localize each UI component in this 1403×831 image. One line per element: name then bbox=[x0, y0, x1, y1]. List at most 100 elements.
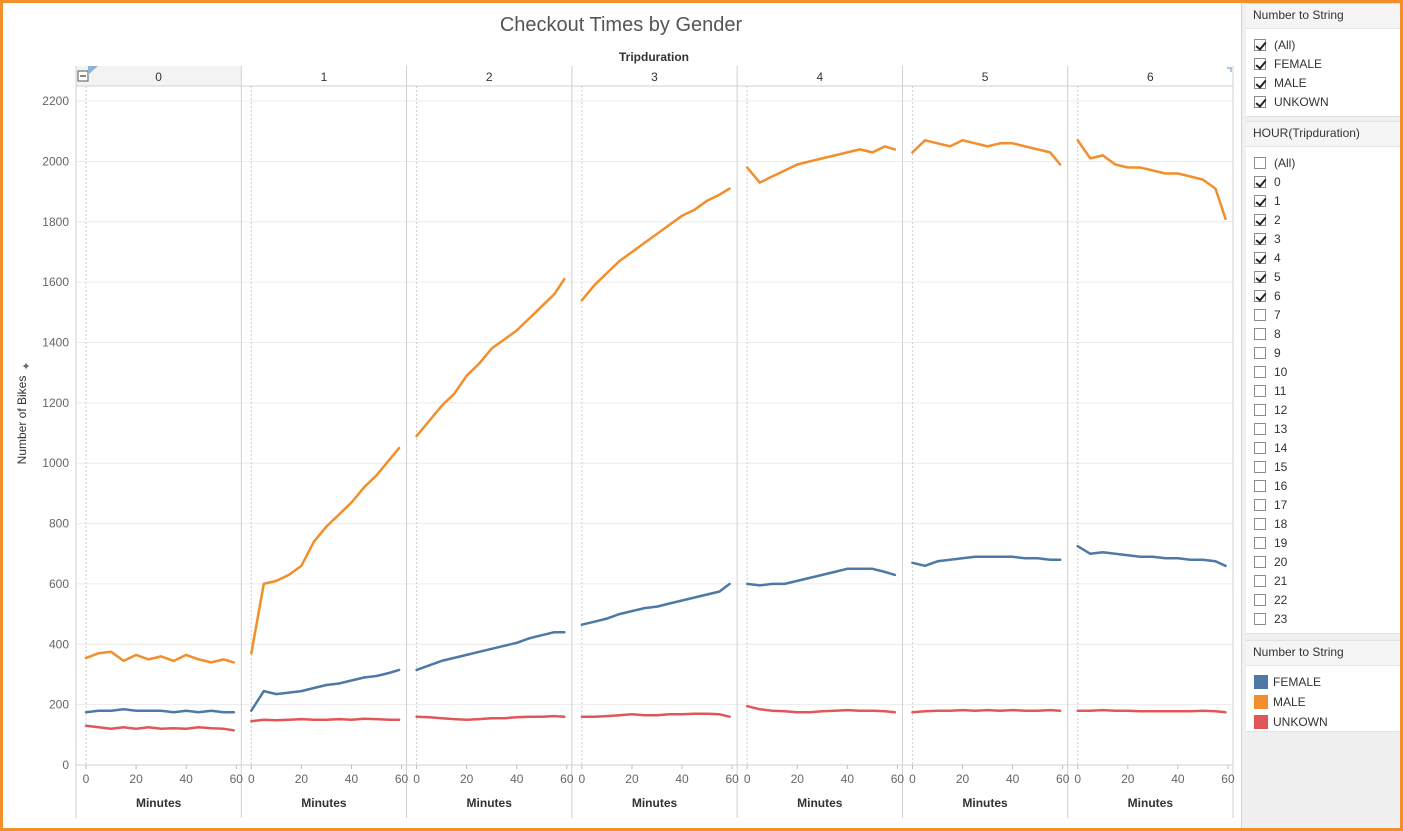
hour-option-6[interactable]: 6 bbox=[1246, 286, 1401, 305]
hour-option-7[interactable]: 7 bbox=[1246, 305, 1401, 324]
hour-option-20[interactable]: 20 bbox=[1246, 552, 1401, 571]
color-legend: Number to String FEMALE MALE UNKOWN bbox=[1246, 640, 1401, 732]
x-tick-label: 40 bbox=[510, 772, 524, 786]
hour-option-21[interactable]: 21 bbox=[1246, 571, 1401, 590]
hour-option-10[interactable]: 10 bbox=[1246, 362, 1401, 381]
checkbox[interactable] bbox=[1254, 95, 1266, 108]
hour-option-19[interactable]: 19 bbox=[1246, 533, 1401, 552]
gender-option-all[interactable]: (All) bbox=[1246, 35, 1401, 54]
option-label: 0 bbox=[1274, 174, 1281, 189]
option-label: 4 bbox=[1274, 250, 1281, 265]
checkbox[interactable] bbox=[1254, 593, 1266, 606]
hour-option-1[interactable]: 1 bbox=[1246, 191, 1401, 210]
checkbox[interactable] bbox=[1254, 213, 1266, 226]
x-tick-label: 20 bbox=[625, 772, 639, 786]
option-label: 6 bbox=[1274, 288, 1281, 303]
hour-option-18[interactable]: 18 bbox=[1246, 514, 1401, 533]
legend-item-unkown[interactable]: UNKOWN bbox=[1246, 712, 1401, 732]
checkbox[interactable] bbox=[1254, 555, 1266, 568]
checkbox[interactable] bbox=[1254, 76, 1266, 89]
checkbox[interactable] bbox=[1254, 270, 1266, 283]
checkbox[interactable] bbox=[1254, 327, 1266, 340]
checkbox[interactable] bbox=[1254, 57, 1266, 70]
series-line-female-panel-4 bbox=[745, 567, 897, 587]
checkbox[interactable] bbox=[1254, 612, 1266, 625]
x-tick-label: 40 bbox=[1006, 772, 1020, 786]
hour-option-23[interactable]: 23 bbox=[1246, 609, 1401, 628]
x-tick-label: 40 bbox=[1171, 772, 1185, 786]
gender-filter-card: Number to String (All) FEMALE MALE UNKOWN bbox=[1246, 3, 1401, 117]
hour-option-11[interactable]: 11 bbox=[1246, 381, 1401, 400]
series-line-male-panel-5 bbox=[911, 139, 1062, 166]
option-label: 22 bbox=[1274, 592, 1288, 607]
checkbox[interactable] bbox=[1254, 38, 1266, 51]
legend-label: MALE bbox=[1273, 695, 1306, 709]
checkbox[interactable] bbox=[1254, 365, 1266, 378]
checkbox[interactable] bbox=[1254, 403, 1266, 416]
checkbox[interactable] bbox=[1254, 346, 1266, 359]
hour-option-9[interactable]: 9 bbox=[1246, 343, 1401, 362]
checkbox[interactable] bbox=[1254, 156, 1266, 169]
checkbox[interactable] bbox=[1254, 384, 1266, 397]
checkbox[interactable] bbox=[1254, 517, 1266, 530]
series-line-female-panel-5 bbox=[911, 555, 1062, 568]
checkbox[interactable] bbox=[1254, 479, 1266, 492]
hour-option-16[interactable]: 16 bbox=[1246, 476, 1401, 495]
hour-option-3[interactable]: 3 bbox=[1246, 229, 1401, 248]
option-label: 11 bbox=[1274, 383, 1287, 398]
panel-header-band bbox=[76, 66, 1233, 86]
legend-item-male[interactable]: MALE bbox=[1246, 692, 1401, 712]
checkbox[interactable] bbox=[1254, 194, 1266, 207]
hour-option-12[interactable]: 12 bbox=[1246, 400, 1401, 419]
series-line-female-panel-0 bbox=[84, 707, 236, 714]
series-line-male-panel-4 bbox=[745, 145, 897, 184]
panel-header-label: 5 bbox=[982, 70, 989, 84]
checkbox[interactable] bbox=[1254, 289, 1266, 302]
chart-title: Checkout Times by Gender bbox=[500, 14, 743, 36]
legend-item-female[interactable]: FEMALE bbox=[1246, 672, 1401, 692]
hour-option-2[interactable]: 2 bbox=[1246, 210, 1401, 229]
gender-option-unkown[interactable]: UNKOWN bbox=[1246, 92, 1401, 111]
y-tick-label: 600 bbox=[49, 577, 69, 591]
hour-option-14[interactable]: 14 bbox=[1246, 438, 1401, 457]
checkbox[interactable] bbox=[1254, 498, 1266, 511]
gender-filter-list: (All) FEMALE MALE UNKOWN bbox=[1246, 29, 1401, 111]
hour-option-8[interactable]: 8 bbox=[1246, 324, 1401, 343]
panel-header-label: 3 bbox=[651, 70, 658, 84]
hour-option-22[interactable]: 22 bbox=[1246, 590, 1401, 609]
y-axis-title: Number of Bikes bbox=[15, 376, 29, 465]
y-tick-label: 1200 bbox=[42, 396, 69, 410]
x-tick-label: 0 bbox=[1074, 772, 1081, 786]
checkbox[interactable] bbox=[1254, 536, 1266, 549]
hour-option-13[interactable]: 13 bbox=[1246, 419, 1401, 438]
gender-option-male[interactable]: MALE bbox=[1246, 73, 1401, 92]
x-tick-label: 20 bbox=[1121, 772, 1135, 786]
panel-header-label: 2 bbox=[486, 70, 493, 84]
x-tick-label: 40 bbox=[345, 772, 359, 786]
series-line-unkown-panel-4 bbox=[745, 704, 897, 714]
hour-option-5[interactable]: 5 bbox=[1246, 267, 1401, 286]
hour-option-17[interactable]: 17 bbox=[1246, 495, 1401, 514]
y-tick-label: 1400 bbox=[42, 336, 69, 350]
panel-header-highlight bbox=[76, 66, 242, 86]
series-line-male-panel-3 bbox=[580, 187, 731, 302]
checkbox[interactable] bbox=[1254, 308, 1266, 321]
hour-option-15[interactable]: 15 bbox=[1246, 457, 1401, 476]
hour-option-all[interactable]: (All) bbox=[1246, 153, 1401, 172]
checkbox[interactable] bbox=[1254, 251, 1266, 264]
checkbox[interactable] bbox=[1254, 422, 1266, 435]
series-line-male-panel-1 bbox=[250, 446, 401, 655]
checkbox[interactable] bbox=[1254, 441, 1266, 454]
checkbox[interactable] bbox=[1254, 574, 1266, 587]
option-label: 16 bbox=[1274, 478, 1288, 493]
hour-filter-card: HOUR(Tripduration) (All) 0 1 2 3 4 5 6 7 8 9 10 11 12… bbox=[1246, 121, 1401, 634]
option-label: 10 bbox=[1274, 364, 1288, 379]
series-line-male-panel-6 bbox=[1076, 139, 1227, 221]
hour-option-0[interactable]: 0 bbox=[1246, 172, 1401, 191]
hour-option-4[interactable]: 4 bbox=[1246, 248, 1401, 267]
x-axis-title: Minutes bbox=[962, 796, 1008, 810]
gender-option-female[interactable]: FEMALE bbox=[1246, 54, 1401, 73]
checkbox[interactable] bbox=[1254, 232, 1266, 245]
checkbox[interactable] bbox=[1254, 460, 1266, 473]
checkbox[interactable] bbox=[1254, 175, 1266, 188]
